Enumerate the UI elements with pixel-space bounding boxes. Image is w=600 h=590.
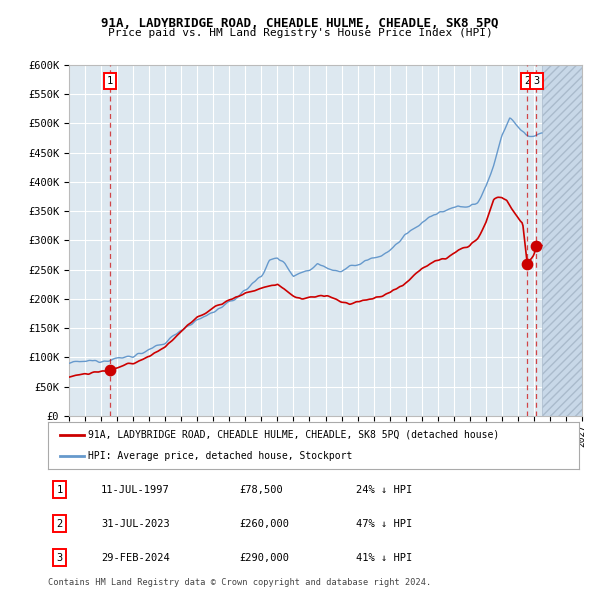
Text: 29-FEB-2024: 29-FEB-2024 — [101, 553, 170, 563]
Text: 1: 1 — [106, 76, 113, 86]
Text: 3: 3 — [56, 553, 63, 563]
Point — [105, 365, 115, 375]
Text: 3: 3 — [533, 76, 539, 86]
Text: 31-JUL-2023: 31-JUL-2023 — [101, 519, 170, 529]
Text: 1: 1 — [56, 484, 63, 494]
Text: 2: 2 — [56, 519, 63, 529]
Point — [523, 259, 532, 268]
Text: Price paid vs. HM Land Registry's House Price Index (HPI): Price paid vs. HM Land Registry's House … — [107, 28, 493, 38]
Text: 2: 2 — [524, 76, 530, 86]
Text: Contains HM Land Registry data © Crown copyright and database right 2024.: Contains HM Land Registry data © Crown c… — [48, 578, 431, 587]
Text: 41% ↓ HPI: 41% ↓ HPI — [356, 553, 412, 563]
Text: 91A, LADYBRIDGE ROAD, CHEADLE HULME, CHEADLE, SK8 5PQ (detached house): 91A, LADYBRIDGE ROAD, CHEADLE HULME, CHE… — [88, 430, 499, 440]
Text: 91A, LADYBRIDGE ROAD, CHEADLE HULME, CHEADLE, SK8 5PQ: 91A, LADYBRIDGE ROAD, CHEADLE HULME, CHE… — [101, 17, 499, 30]
Text: £290,000: £290,000 — [239, 553, 289, 563]
Text: 24% ↓ HPI: 24% ↓ HPI — [356, 484, 412, 494]
Text: 11-JUL-1997: 11-JUL-1997 — [101, 484, 170, 494]
Bar — [542, 65, 582, 416]
Text: HPI: Average price, detached house, Stockport: HPI: Average price, detached house, Stoc… — [88, 451, 352, 461]
Point — [532, 241, 541, 251]
Text: 47% ↓ HPI: 47% ↓ HPI — [356, 519, 412, 529]
Text: £78,500: £78,500 — [239, 484, 283, 494]
Text: £260,000: £260,000 — [239, 519, 289, 529]
